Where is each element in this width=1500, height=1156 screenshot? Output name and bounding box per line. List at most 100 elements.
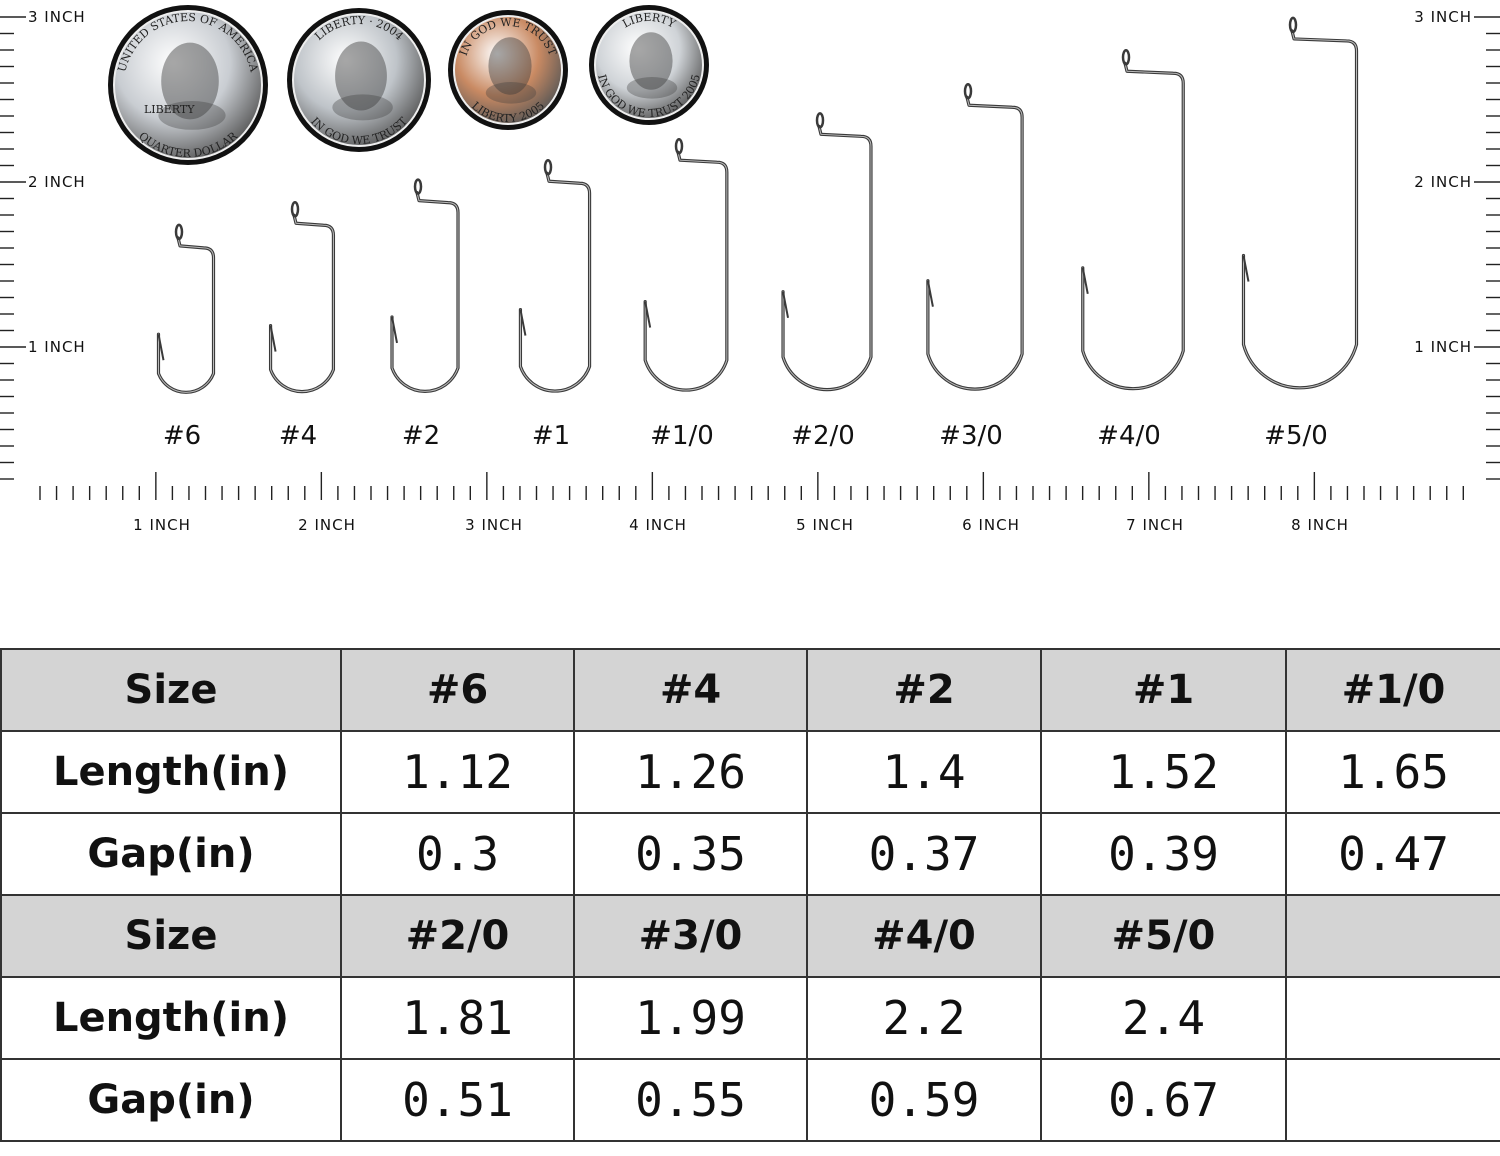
hook-eye	[543, 158, 553, 176]
hook-9: #5/0	[1241, 16, 1359, 451]
hook-barb	[391, 316, 398, 344]
coin-portrait	[629, 32, 673, 90]
row-header-cell: Gap(in)	[0, 812, 342, 896]
right-ruler-label: 2 INCH	[1414, 173, 1472, 191]
coin-portrait	[488, 37, 532, 95]
table-cell: #2	[806, 648, 1042, 732]
hook-7: #3/0	[926, 82, 1024, 451]
table-cell: 0.3	[340, 812, 575, 896]
hook-wire-highlight	[270, 214, 334, 393]
table-cell: 1.4	[806, 730, 1042, 814]
coin-face	[594, 10, 704, 120]
hook-label: #2/0	[791, 421, 855, 451]
hook-barb	[644, 301, 652, 328]
table-cell: #5/0	[1040, 894, 1287, 978]
table-cell: 0.37	[806, 812, 1042, 896]
left-ruler: 3 INCH 2 INCH 1 INCH	[0, 8, 86, 480]
table-cell: #1/0	[1285, 648, 1500, 732]
table-cell	[1285, 976, 1500, 1060]
coin-face	[292, 13, 426, 147]
table-cell	[1285, 894, 1500, 978]
size-chart-illustration: 3 INCH 2 INCH 1 INCH 3 INCH 2 INCH 1 INCH 1 …	[0, 0, 1500, 560]
hook-wire	[1081, 61, 1185, 391]
hook-6: #2/0	[781, 112, 873, 451]
hook-3: #2	[390, 178, 460, 451]
table-cell: 0.51	[340, 1058, 575, 1142]
hook-label: #3/0	[939, 421, 1003, 451]
bottom-ruler-label: 3 INCH	[465, 516, 523, 534]
table-cell: 1.99	[573, 976, 808, 1060]
table-cell: #4	[573, 648, 808, 732]
hook-barb	[1081, 267, 1089, 295]
table-cell: #3/0	[573, 894, 808, 978]
table-cell: 1.52	[1040, 730, 1287, 814]
table-cell: 0.47	[1285, 812, 1500, 896]
hook-barb	[157, 333, 165, 361]
bottom-ruler-label: 7 INCH	[1126, 516, 1184, 534]
table-row: Gap(in) 0.51 0.55 0.59 0.67	[0, 1058, 1500, 1142]
hook-spec-table: Size #6 #4 #2 #1 #1/0 Length(in) 1.12 1.26 1.4 1.5…	[0, 648, 1500, 1142]
bottom-ruler-label: 8 INCH	[1291, 516, 1349, 534]
hook-label: #1	[532, 421, 570, 451]
hook-label: #6	[163, 421, 201, 451]
coin-text-top: LIBERTY	[620, 11, 678, 31]
hook-wire	[926, 95, 1024, 391]
table-cell: 2.2	[806, 976, 1042, 1060]
hook-label: #4/0	[1097, 421, 1161, 451]
hook-eye	[815, 112, 825, 129]
hook-wire	[1241, 29, 1359, 390]
hook-label: #2	[402, 421, 440, 451]
hook-wire	[643, 150, 729, 392]
hook-8: #4/0	[1081, 49, 1185, 451]
left-ruler-label: 1 INCH	[28, 338, 86, 356]
table-cell: 0.35	[573, 812, 808, 896]
hook-wire-highlight	[644, 151, 728, 391]
hook-eye	[174, 223, 184, 241]
table-cell: 0.59	[806, 1058, 1042, 1142]
table-cell: 0.67	[1040, 1058, 1287, 1142]
coin-face	[453, 15, 563, 125]
table-cell: 2.4	[1040, 976, 1287, 1060]
hook-label: #1/0	[650, 421, 714, 451]
hook-wire	[390, 191, 460, 393]
size-header-row: Size #2/0 #3/0 #4/0 #5/0	[0, 894, 1500, 978]
table-cell: 1.81	[340, 976, 575, 1060]
hook-wire	[156, 236, 216, 394]
hook-wire-highlight	[519, 172, 591, 392]
row-header-cell: Size	[0, 894, 342, 978]
right-ruler: 3 INCH 2 INCH 1 INCH	[1414, 8, 1500, 480]
row-header-cell: Size	[0, 648, 342, 732]
hook-barb	[926, 280, 934, 307]
table-row: Gap(in) 0.3 0.35 0.37 0.39 0.47	[0, 812, 1500, 896]
hook-wire-highlight	[927, 96, 1023, 390]
hook-barb	[782, 291, 790, 318]
hook-barb	[269, 325, 277, 352]
size-header-row: Size #6 #4 #2 #1 #1/0	[0, 648, 1500, 732]
coin-portrait-shoulder	[626, 77, 678, 99]
table-cell: #1	[1040, 648, 1287, 732]
bottom-ruler-label: 4 INCH	[629, 516, 687, 534]
hook-eye	[413, 178, 423, 195]
row-header-cell: Length(in)	[0, 730, 342, 814]
coin-face	[113, 10, 263, 160]
hook-1: #6	[156, 223, 216, 451]
right-ruler-label: 3 INCH	[1414, 8, 1472, 26]
hook-eye	[674, 137, 684, 155]
hook-eye	[1121, 49, 1131, 66]
table-cell: 1.26	[573, 730, 808, 814]
table-cell: #4/0	[806, 894, 1042, 978]
hook-wire-highlight	[782, 125, 872, 391]
hook-wire-highlight	[1082, 62, 1184, 390]
ruler-and-hooks: 3 INCH 2 INCH 1 INCH 3 INCH 2 INCH 1 INCH 1 …	[0, 5, 1500, 534]
bottom-ruler-label: 2 INCH	[298, 516, 356, 534]
hook-wire-highlight	[1242, 30, 1358, 389]
coin-portrait-shoulder	[485, 82, 537, 104]
bottom-ruler: 1 INCH 2 INCH 3 INCH 4 INCH 5 INCH 6 INCH 7 IN…	[39, 472, 1465, 534]
hook-eye	[963, 82, 973, 100]
hook-wire	[518, 171, 592, 393]
hook-5: #1/0	[643, 137, 729, 451]
